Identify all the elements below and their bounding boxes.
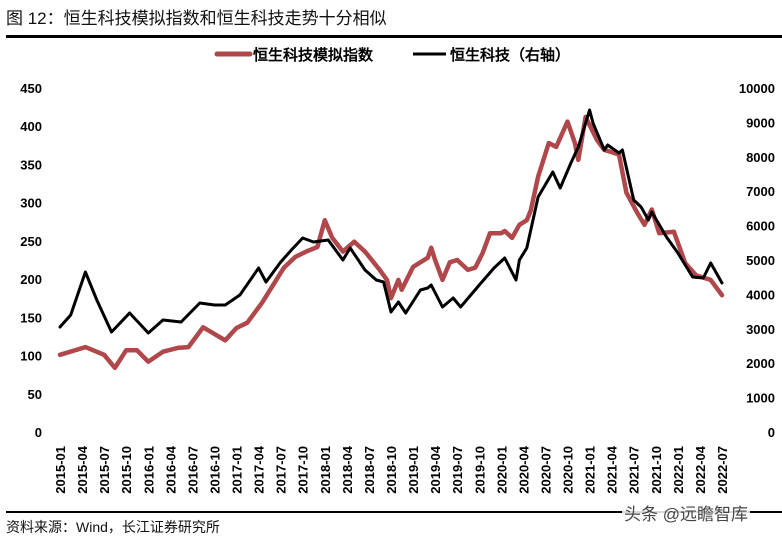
right-y-tick-label: 1000: [746, 391, 775, 406]
x-tick-label: 2020-10: [561, 446, 576, 494]
x-tick-label: 2022-07: [715, 446, 730, 494]
x-tick-label: 2018-07: [362, 446, 377, 494]
series-line-hstech: [58, 108, 724, 335]
x-tick-label: 2019-01: [406, 446, 421, 494]
x-tick-label: 2018-04: [340, 445, 355, 493]
x-tick-label: 2022-01: [671, 446, 686, 494]
right-y-tick-label: 2000: [746, 356, 775, 371]
left-y-tick-label: 250: [20, 234, 42, 249]
x-tick-label: 2017-01: [230, 446, 245, 494]
x-tick-label: 2020-01: [494, 446, 509, 494]
legend-label-hstech: 恒生科技（右轴）: [450, 46, 570, 64]
x-tick-label: 2015-01: [53, 446, 68, 494]
series-lines: [57, 108, 725, 371]
left-y-tick-label: 50: [28, 387, 42, 402]
x-tick-label: 2019-07: [450, 446, 465, 494]
x-tick-label: 2016-07: [185, 446, 200, 494]
footer-rule: [6, 511, 782, 513]
legend-label-simulated-index: 恒生科技模拟指数: [253, 46, 374, 64]
x-tick-label: 2020-04: [516, 445, 531, 493]
left-y-tick-label: 450: [20, 81, 42, 96]
right-y-tick-label: 0: [768, 425, 775, 440]
x-tick-label: 2017-10: [296, 446, 311, 494]
left-y-tick-label: 150: [20, 310, 42, 325]
right-y-tick-label: 7000: [746, 184, 775, 199]
x-tick-label: 2015-10: [119, 446, 134, 494]
source-note: 资料来源：Wind，长江证券研究所: [6, 519, 220, 535]
x-tick-label: 2015-07: [97, 446, 112, 494]
figure-title: 图 12：恒生科技模拟指数和恒生科技走势十分相似: [6, 9, 387, 28]
x-tick-label: 2019-04: [428, 445, 443, 493]
legend: 恒生科技模拟指数 恒生科技（右轴）: [214, 46, 570, 64]
x-tick-label: 2017-04: [252, 445, 267, 493]
watermark: 头条 @远瞻智库: [622, 500, 750, 525]
right-y-tick-label: 5000: [746, 253, 775, 268]
left-y-tick-label: 0: [35, 425, 42, 440]
right-y-axis-ticks: 0 1000 2000 3000 4000 5000 6000 7000 8000 9000 100…: [739, 81, 775, 440]
left-y-axis-ticks: 0 50 100 150 200 250 300 350 400 450: [20, 81, 42, 440]
x-tick-label: 2016-01: [141, 446, 156, 494]
left-y-tick-label: 200: [20, 272, 42, 287]
x-tick-label: 2018-01: [318, 446, 333, 494]
right-y-tick-label: 9000: [746, 115, 775, 130]
left-y-tick-label: 350: [20, 157, 42, 172]
right-y-tick-label: 3000: [746, 322, 775, 337]
series-line-simulated-index: [57, 114, 725, 371]
x-tick-label: 2022-04: [693, 445, 708, 493]
left-y-tick-label: 300: [20, 196, 42, 211]
x-tick-label: 2020-07: [538, 446, 553, 494]
x-tick-label: 2015-04: [75, 445, 90, 493]
right-y-tick-label: 4000: [746, 287, 775, 302]
x-tick-label: 2016-10: [207, 446, 222, 494]
x-tick-label: 2019-10: [472, 446, 487, 494]
x-tick-label: 2017-07: [274, 446, 289, 494]
title-rule: [6, 35, 782, 38]
x-tick-label: 2016-04: [163, 445, 178, 493]
x-axis-ticks: 2015-01 2015-04 2015-07 2015-10 2016-01 2016-…: [53, 445, 730, 493]
left-y-tick-label: 400: [20, 119, 42, 134]
x-tick-label: 2021-01: [583, 446, 598, 494]
x-tick-label: 2021-04: [605, 445, 620, 493]
x-tick-label: 2021-07: [627, 446, 642, 494]
right-y-tick-label: 6000: [746, 219, 775, 234]
left-y-tick-label: 100: [20, 349, 42, 364]
x-tick-label: 2021-10: [649, 446, 664, 494]
right-y-tick-label: 10000: [739, 81, 775, 96]
x-tick-label: 2018-10: [384, 446, 399, 494]
right-y-tick-label: 8000: [746, 150, 775, 165]
